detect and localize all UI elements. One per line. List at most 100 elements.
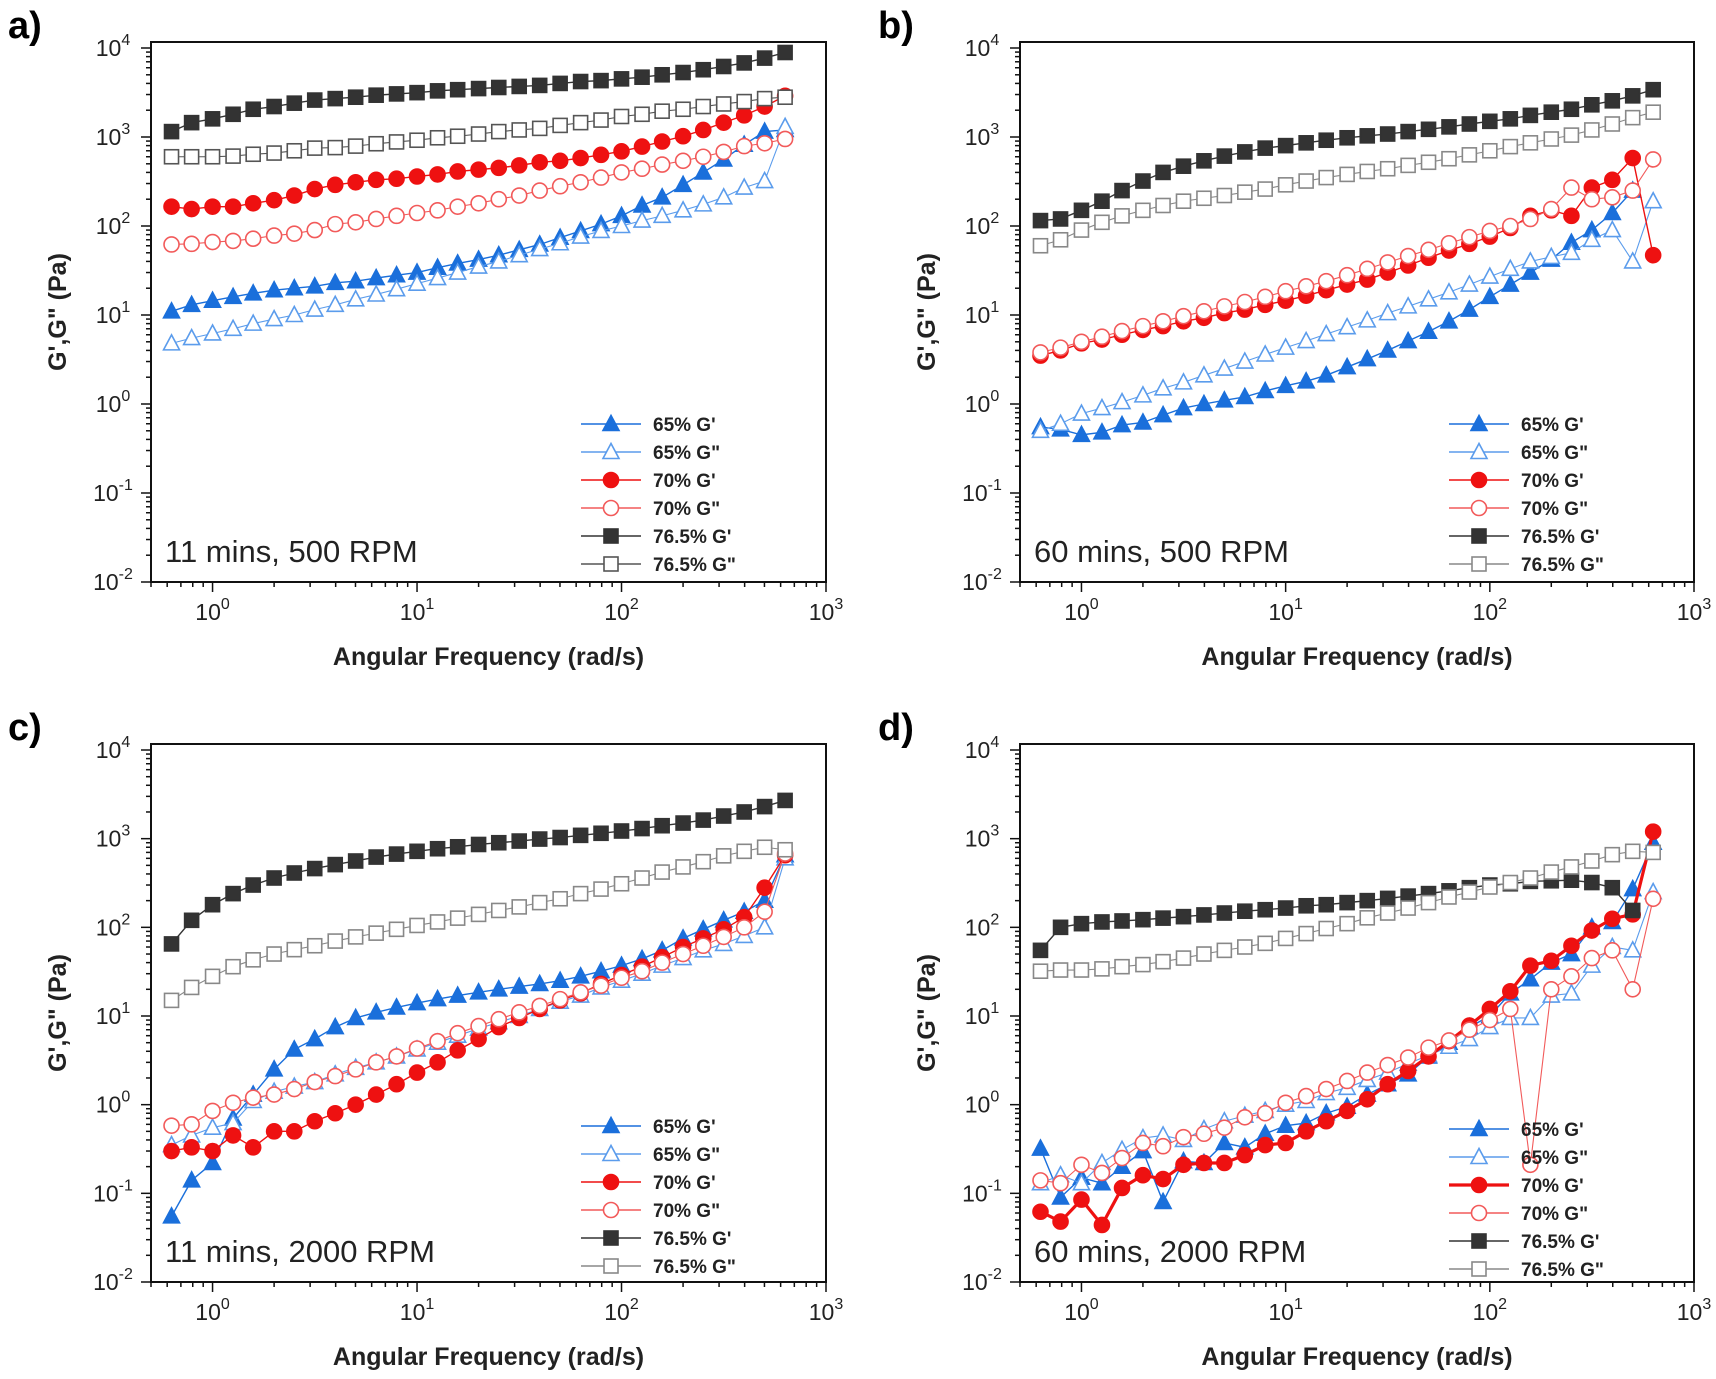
data-point — [1645, 844, 1661, 861]
legend-marker — [603, 1258, 619, 1274]
data-point — [245, 952, 261, 968]
data-point — [409, 917, 425, 934]
data-point — [1357, 310, 1377, 328]
data-point — [1460, 274, 1479, 292]
data-point — [654, 103, 670, 119]
data-point — [449, 163, 466, 180]
data-point — [1502, 217, 1519, 235]
tick-exponent: -2 — [119, 1266, 133, 1283]
plot-frame — [1019, 743, 1695, 1283]
tick-base: 10 — [1064, 1299, 1090, 1325]
data-point — [1419, 289, 1438, 307]
legend-entry: 76.5% G" — [581, 1257, 736, 1278]
tick-exponent: 4 — [990, 32, 999, 49]
data-point — [1135, 173, 1151, 189]
data-point — [1400, 123, 1416, 140]
data-point — [225, 958, 241, 975]
legend-label: 65% G' — [1521, 415, 1584, 436]
data-point — [1255, 380, 1275, 399]
legend-label: 76.5% G' — [1521, 527, 1599, 548]
data-point — [1257, 181, 1273, 197]
data-point — [531, 77, 548, 94]
data-point — [1337, 316, 1357, 335]
data-point — [1542, 200, 1560, 218]
series-65-G — [162, 848, 795, 1153]
data-point — [1338, 266, 1356, 284]
data-point — [1032, 344, 1049, 361]
data-point — [1604, 942, 1621, 959]
data-point — [1237, 903, 1253, 920]
data-point — [1072, 1173, 1091, 1191]
data-point — [613, 164, 630, 181]
x-tick-label: 102 — [604, 596, 639, 625]
legend-entry: 76.5% G" — [1449, 1260, 1604, 1281]
legend-entry: 65% G' — [581, 1115, 716, 1138]
data-point — [347, 853, 364, 869]
data-point — [1297, 1087, 1315, 1105]
data-point — [1195, 303, 1213, 320]
data-point — [511, 833, 528, 849]
data-point — [1277, 282, 1294, 300]
data-point — [1135, 202, 1151, 219]
data-point — [1502, 111, 1519, 127]
series-76.5-G — [163, 792, 793, 952]
data-point — [634, 106, 650, 123]
series-line — [1040, 190, 1634, 436]
data-point — [470, 126, 487, 142]
data-point — [407, 992, 427, 1011]
data-point — [511, 899, 528, 915]
data-point — [1318, 132, 1335, 149]
data-point — [1481, 1011, 1499, 1029]
data-point — [285, 187, 303, 204]
y-tick-label: 103 — [96, 823, 131, 852]
tick-base: 10 — [96, 1092, 122, 1118]
data-point — [734, 177, 754, 195]
series-line — [1040, 89, 1654, 222]
data-point — [653, 156, 671, 173]
data-point — [429, 840, 446, 857]
data-point — [448, 985, 467, 1003]
data-point — [266, 870, 282, 886]
data-point — [1420, 1039, 1437, 1056]
tick-exponent: -2 — [988, 1266, 1002, 1283]
legend-label: 70% G" — [1521, 1204, 1588, 1225]
data-point — [1154, 312, 1172, 330]
data-point — [1216, 1154, 1233, 1172]
data-point — [1358, 1064, 1376, 1081]
data-point — [1114, 913, 1130, 929]
data-point — [1031, 1138, 1050, 1156]
y-tick-label: 101 — [965, 299, 1000, 328]
legend-marker — [1469, 1146, 1489, 1165]
data-point — [550, 233, 570, 251]
data-point — [204, 233, 221, 251]
tick-exponent: 2 — [630, 1296, 639, 1313]
data-point — [1482, 879, 1498, 895]
data-point — [509, 976, 529, 994]
data-point — [244, 1139, 262, 1156]
y-tick-label: 10-1 — [93, 1177, 133, 1206]
data-point — [1256, 1136, 1274, 1154]
data-point — [735, 919, 753, 936]
legend-marker — [1471, 1233, 1487, 1249]
legend-entry: 70% G" — [1449, 1204, 1588, 1225]
series-line — [171, 858, 786, 1146]
data-point — [347, 138, 364, 154]
data-point — [1624, 182, 1642, 199]
data-point — [1155, 164, 1171, 181]
x-tick-label: 101 — [1268, 596, 1303, 625]
tick-exponent: 2 — [630, 596, 639, 613]
data-point — [756, 90, 773, 107]
data-point — [1114, 182, 1130, 199]
data-point — [182, 1170, 201, 1188]
series-65-G — [162, 116, 795, 351]
panel-a: a)100 101 102 10310-210-1100101102103104Ang… — [8, 5, 843, 671]
data-point — [326, 176, 344, 194]
legend-entry: 76.5% G' — [581, 1229, 731, 1250]
data-point — [346, 1007, 365, 1026]
y-axis-label: G',G" (Pa) — [44, 253, 72, 371]
tick-base: 10 — [93, 1180, 119, 1206]
x-tick-label: 102 — [604, 1296, 639, 1325]
tick-exponent: 1 — [1294, 1296, 1303, 1313]
data-point — [1175, 158, 1192, 174]
